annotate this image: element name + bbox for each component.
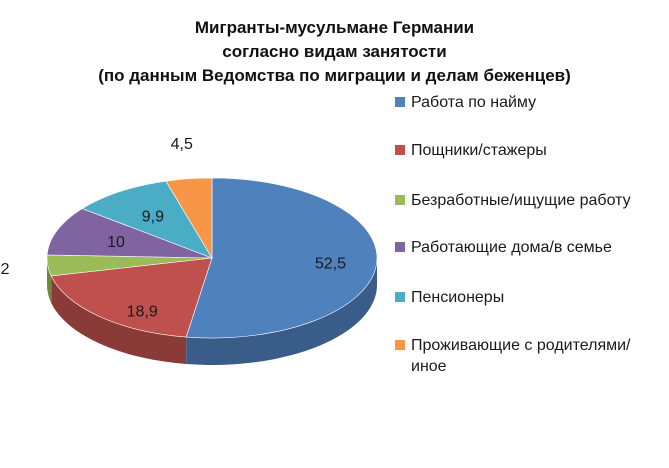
data-label-5: 9,9 xyxy=(142,209,164,226)
pie-slice-side-2 xyxy=(51,275,187,365)
legend-label: Пенсионеры xyxy=(411,289,505,306)
legend-item-2: Пощники/стажеры xyxy=(395,140,661,161)
data-label-1: 52,5 xyxy=(315,256,346,273)
chart-title-line-3: (по данным Ведомства по миграции и делам… xyxy=(98,66,571,85)
legend-label: Работа по найму xyxy=(411,94,537,111)
legend-swatch xyxy=(395,292,405,302)
chart-title-line-2: согласно видам занятости xyxy=(222,42,447,61)
chart-title: Мигранты-мусульмане Германии согласно ви… xyxy=(0,16,669,88)
legend-item-1: Работа по найму xyxy=(395,92,661,113)
pie-slice-side-1 xyxy=(186,258,377,365)
legend-item-4: Работающие дома/в семье xyxy=(395,237,661,258)
data-label-4: 10 xyxy=(107,234,125,251)
data-label-2: 18,9 xyxy=(127,303,158,320)
pie-slice-4 xyxy=(46,208,213,259)
pie-slice-side-3 xyxy=(47,258,52,303)
legend-label: Пощники/стажеры xyxy=(411,142,547,159)
legend-item-6: Проживающие с родителями/иное xyxy=(395,335,661,377)
legend-label: Работающие дома/в семье xyxy=(411,239,612,256)
chart-title-line-1: Мигранты-мусульмане Германии xyxy=(194,18,475,37)
legend-swatch xyxy=(395,145,405,155)
pie-slice-6 xyxy=(165,177,213,260)
data-label-6: 4,5 xyxy=(171,136,193,153)
legend-label: Безработные/ищущие работу xyxy=(411,192,631,209)
legend-swatch xyxy=(395,242,405,252)
pie-slice-5 xyxy=(81,180,213,259)
legend-label: Проживающие с родителями/иное xyxy=(411,337,631,375)
legend-item-5: Пенсионеры xyxy=(395,287,661,308)
legend-item-3: Безработные/ищущие работу xyxy=(395,190,661,211)
legend-swatch xyxy=(395,195,405,205)
legend-swatch xyxy=(395,97,405,107)
data-label-3: 4,2 xyxy=(0,261,10,278)
pie-slice-2 xyxy=(50,257,213,338)
legend-swatch xyxy=(395,340,405,350)
pie-slice-1 xyxy=(185,177,378,339)
